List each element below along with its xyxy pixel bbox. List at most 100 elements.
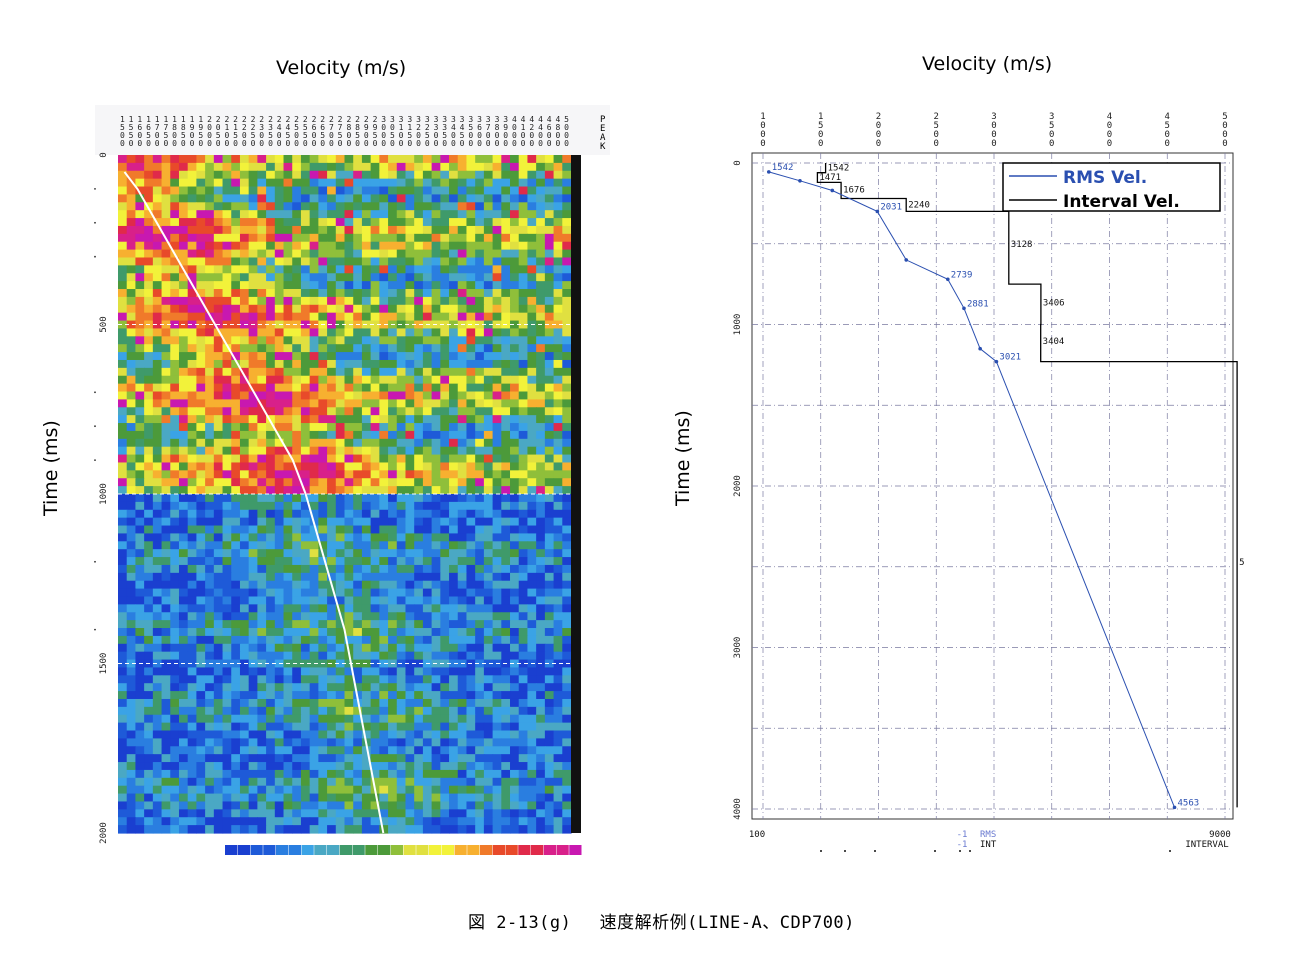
semblance-cell: [422, 698, 433, 708]
semblance-cell: [257, 162, 267, 172]
semblance-cell: [292, 407, 302, 416]
semblance-cell: [213, 462, 224, 471]
semblance-cell: [475, 423, 485, 432]
semblance-cell: [431, 273, 441, 282]
semblance-cell: [422, 525, 433, 535]
velocity-tick-label: 0: [399, 139, 404, 148]
semblance-cell: [353, 462, 363, 471]
semblance-cell: [405, 525, 415, 535]
semblance-cell: [510, 399, 520, 408]
semblance-cell: [292, 557, 302, 566]
semblance-cell: [300, 738, 311, 747]
semblance-cell: [222, 320, 232, 330]
semblance-cell: [527, 225, 537, 235]
semblance-cell: [518, 383, 529, 393]
semblance-cell: [510, 170, 520, 180]
semblance-cell: [388, 517, 398, 527]
semblance-cell: [492, 257, 502, 266]
semblance-cell: [370, 683, 380, 692]
semblance-cell: [266, 218, 276, 227]
semblance-cell: [118, 714, 128, 724]
semblance-cell: [414, 809, 424, 818]
semblance-cell: [205, 525, 215, 535]
semblance-cell: [388, 714, 398, 724]
semblance-cell: [118, 557, 128, 566]
semblance-cell: [327, 643, 337, 653]
semblance-cell: [135, 178, 145, 188]
semblance-cell: [309, 580, 319, 590]
semblance-cell: [562, 281, 572, 290]
semblance-cell: [126, 328, 137, 337]
semblance-cell: [292, 604, 302, 613]
semblance-cell: [205, 296, 215, 306]
semblance-cell: [170, 186, 180, 196]
semblance-cell: [492, 604, 502, 613]
semblance-cell: [440, 320, 450, 330]
semblance-cell: [544, 336, 555, 345]
semblance-cell: [274, 399, 285, 408]
semblance-cell: [457, 194, 468, 203]
velocity-tick-label: 0: [373, 139, 378, 148]
semblance-cell: [205, 194, 215, 203]
semblance-cell: [361, 817, 372, 826]
semblance-cell: [353, 344, 363, 353]
semblance-cell: [126, 738, 137, 747]
semblance-cell: [344, 746, 354, 755]
semblance-cell: [292, 383, 302, 393]
semblance-cell: [466, 604, 476, 613]
velocity-tick-label: 0: [259, 139, 264, 148]
semblance-cell: [466, 391, 476, 400]
semblance-cell: [318, 352, 328, 361]
semblance-cell: [388, 312, 398, 322]
semblance-cell: [292, 186, 302, 196]
semblance-cell: [126, 438, 137, 448]
semblance-cell: [213, 359, 224, 369]
semblance-cell: [309, 289, 319, 298]
velocity-tick-label: 5: [407, 131, 412, 140]
semblance-cell: [274, 210, 285, 219]
semblance-cell: [239, 635, 250, 645]
velocity-tick-label: 6: [477, 123, 482, 132]
semblance-cell: [239, 809, 250, 818]
semblance-cell: [327, 328, 337, 337]
semblance-cell: [527, 667, 537, 676]
semblance-cell: [318, 367, 328, 377]
semblance-cell: [536, 580, 546, 590]
semblance-cell: [213, 509, 224, 519]
semblance-cell: [510, 454, 520, 464]
semblance-cell: [309, 210, 319, 219]
semblance-cell: [196, 793, 206, 803]
semblance-cell: [161, 769, 171, 779]
semblance-cell: [318, 628, 328, 637]
semblance-cell: [309, 162, 319, 172]
semblance-cell: [274, 620, 285, 629]
semblance-cell: [170, 580, 180, 590]
semblance-cell: [536, 706, 546, 716]
semblance-cell: [414, 777, 424, 787]
semblance-cell: [527, 296, 537, 306]
semblance-cell: [370, 801, 380, 810]
semblance-cell: [510, 273, 520, 282]
semblance-cell: [257, 225, 267, 235]
semblance-cell: [414, 399, 424, 408]
semblance-cell: [361, 754, 372, 763]
semblance-cell: [170, 454, 180, 464]
semblance-cell: [379, 596, 389, 605]
semblance-cell: [388, 328, 398, 337]
semblance-cell: [152, 769, 163, 779]
semblance-cell: [431, 588, 441, 598]
semblance-cell: [553, 612, 563, 621]
semblance-cell: [388, 454, 398, 464]
semblance-cell: [135, 170, 145, 180]
semblance-cell: [266, 454, 276, 464]
semblance-cell: [292, 289, 302, 298]
semblance-cell: [510, 367, 520, 377]
semblance-cell: [144, 336, 154, 345]
semblance-cell: [510, 186, 520, 196]
semblance-cell: [187, 659, 197, 669]
right-ylabel: Time (ms): [648, 410, 718, 506]
semblance-cell: [379, 296, 389, 306]
semblance-cell: [257, 320, 267, 330]
semblance-cell: [248, 691, 258, 700]
